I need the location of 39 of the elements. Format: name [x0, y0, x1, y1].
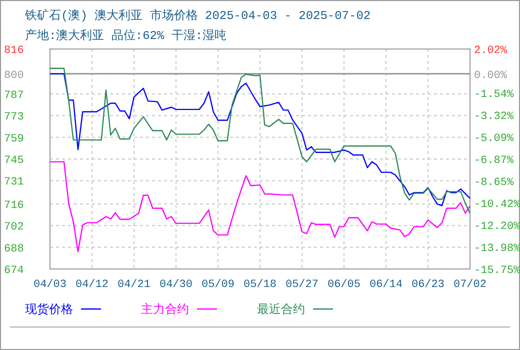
y2-tick-label: 0.00% [474, 70, 508, 82]
y-tick-label: 731 [4, 176, 24, 189]
y-tick-label: 759 [4, 133, 24, 146]
y2-tick-label: -8.65% [474, 177, 514, 190]
y2-tick-label: -10.42% [474, 199, 520, 212]
y-tick-label: 688 [4, 243, 24, 256]
x-tick-label: 05/09 [201, 279, 235, 291]
x-tick-label: 06/14 [369, 279, 403, 291]
y2-tick-label: 2.02% [474, 45, 508, 57]
y2-tick-label: -5.09% [474, 133, 514, 146]
y2-tick-label: -6.87% [474, 155, 514, 168]
chart-subtitle: 产地:澳大利亚 品位:62% 干湿:湿吨 [25, 28, 227, 43]
x-tick-label: 04/12 [75, 279, 109, 291]
y2-tick-label: -3.32% [474, 111, 514, 124]
x-tick-label: 05/27 [285, 279, 319, 291]
y2-tick-label: -1.54% [474, 89, 514, 102]
y-tick-label: 745 [4, 155, 24, 167]
legend-label: 现货价格 [25, 303, 73, 317]
x-tick-label: 04/30 [159, 279, 193, 291]
y2-tick-label: -15.75% [474, 265, 520, 277]
line-series [49, 161, 471, 252]
y-tick-label: 787 [4, 90, 24, 102]
y-tick-label: 674 [4, 265, 24, 277]
legend-label: 最近合约 [257, 303, 305, 317]
chart-title: 铁矿石(澳) 澳大利亚 市场价格 2025-04-03 - 2025-07-02 [24, 8, 371, 23]
legend-label: 主力合约 [141, 302, 189, 317]
y-tick-label: 716 [4, 200, 24, 212]
x-tick-label: 05/18 [243, 279, 277, 291]
x-tick-label: 04/03 [33, 279, 67, 291]
y-tick-label: 773 [4, 112, 24, 124]
x-tick-label: 06/23 [411, 279, 445, 291]
x-tick-label: 07/02 [453, 279, 487, 291]
y2-tick-label: -13.98% [474, 243, 520, 256]
x-tick-label: 04/21 [117, 279, 151, 291]
x-tick-label: 06/05 [327, 279, 361, 291]
y-tick-label: 702 [4, 222, 24, 234]
y-tick-label: 800 [4, 70, 24, 82]
y-tick-label: 816 [4, 45, 24, 57]
y2-tick-label: -12.20% [474, 221, 520, 234]
